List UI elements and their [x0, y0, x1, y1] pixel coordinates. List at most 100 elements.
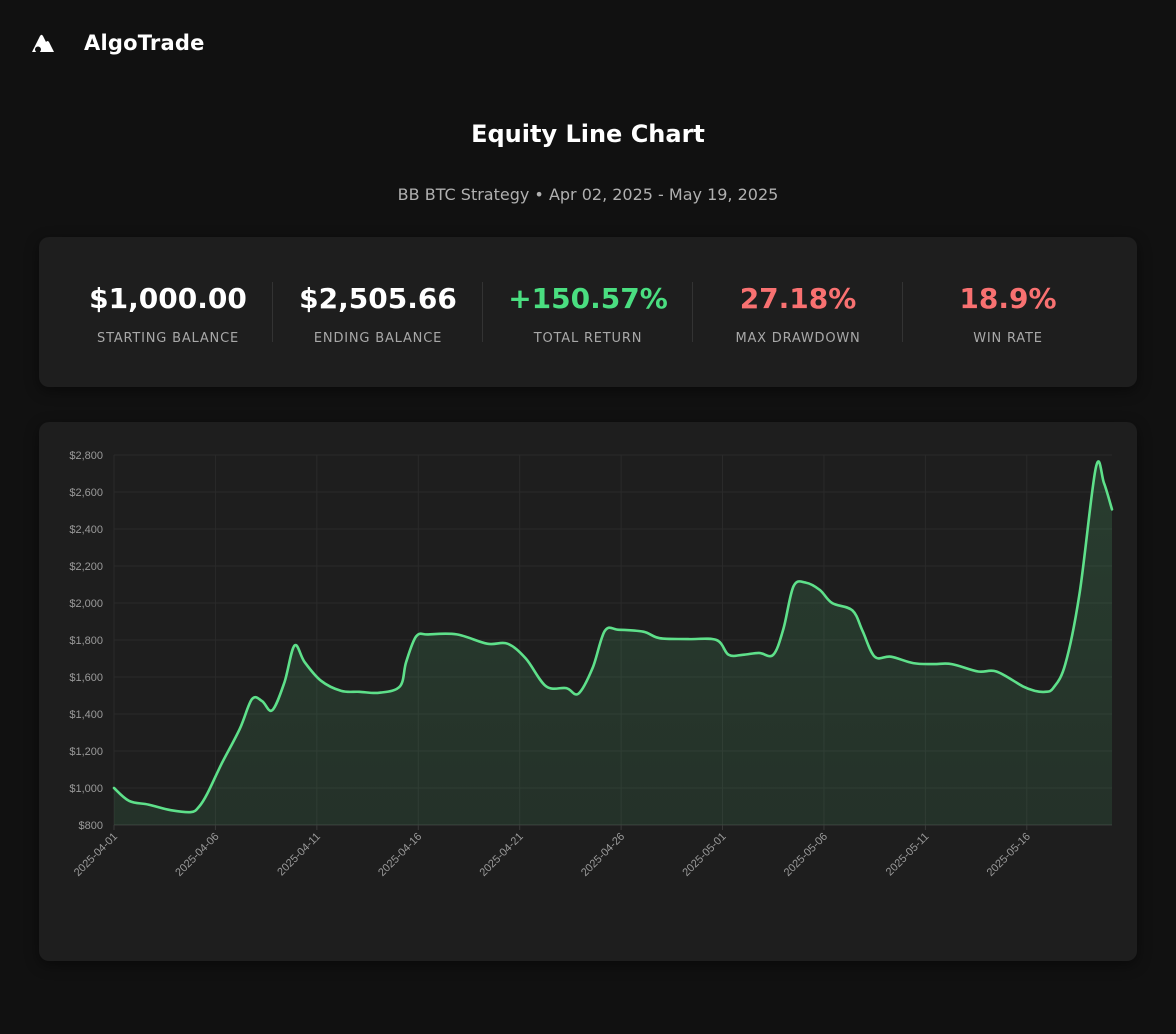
stat-starting-balance: $1,000.00 STARTING BALANCE [63, 281, 273, 346]
data-point[interactable] [302, 659, 308, 665]
data-point[interactable] [1020, 683, 1026, 689]
data-point[interactable] [931, 661, 937, 667]
data-point[interactable] [1077, 591, 1083, 597]
data-point[interactable] [1093, 465, 1099, 471]
data-point[interactable] [168, 807, 174, 813]
data-point[interactable] [292, 643, 298, 649]
stat-value: +150.57% [508, 282, 668, 315]
data-point[interactable] [685, 636, 691, 642]
data-point[interactable] [888, 654, 894, 660]
data-point[interactable] [1109, 506, 1115, 512]
data-point[interactable] [563, 685, 569, 691]
x-tick-label: 2025-04-26 [579, 831, 627, 879]
stat-value: $2,505.66 [299, 282, 457, 315]
data-point[interactable] [1062, 661, 1068, 667]
data-point[interactable] [602, 628, 608, 634]
y-tick-label: $1,000 [69, 783, 103, 795]
data-point[interactable] [397, 683, 403, 689]
data-point[interactable] [523, 656, 529, 662]
data-point[interactable] [780, 626, 786, 632]
data-point[interactable] [111, 785, 117, 791]
y-tick-label: $2,800 [69, 450, 103, 462]
data-point[interactable] [910, 660, 916, 666]
data-point[interactable] [590, 665, 596, 671]
data-point[interactable] [657, 635, 663, 641]
brand[interactable]: AlgoTrade [30, 30, 205, 56]
chart-card: $800 $1,000 $1,200 $1,400 $1,600 $1,800 $2,000… [39, 422, 1137, 961]
data-point[interactable] [259, 698, 265, 704]
data-point[interactable] [817, 587, 823, 593]
data-point[interactable] [377, 690, 383, 696]
data-point[interactable] [849, 607, 855, 613]
data-point[interactable] [1042, 689, 1048, 695]
data-point[interactable] [219, 761, 225, 767]
data-point[interactable] [269, 707, 275, 713]
data-point[interactable] [249, 696, 255, 702]
algotrade-logo-icon [32, 34, 54, 53]
stat-label: TOTAL RETURN [533, 331, 643, 346]
data-point[interactable] [791, 583, 797, 589]
x-tick-label: 2025-04-21 [478, 831, 526, 879]
equity-line[interactable] [112, 460, 1114, 814]
data-point[interactable] [146, 802, 152, 808]
data-point[interactable] [484, 641, 490, 647]
page-title: Equity Line Chart [471, 120, 705, 148]
data-point[interactable] [1032, 688, 1038, 694]
x-tick-label: 2025-05-16 [985, 831, 1033, 879]
data-point[interactable] [188, 809, 194, 815]
data-point[interactable] [756, 650, 762, 656]
stat-divider [482, 282, 483, 342]
data-point[interactable] [860, 628, 866, 634]
equity-area [114, 461, 1112, 825]
data-point[interactable] [872, 654, 878, 660]
data-point[interactable] [829, 600, 835, 606]
series-equity [111, 460, 1115, 825]
x-tick-label: 2025-05-11 [884, 831, 932, 879]
x-tick-label: 2025-05-06 [782, 831, 830, 879]
data-point[interactable] [949, 661, 955, 667]
data-point[interactable] [318, 678, 324, 684]
y-tick-label: $2,600 [69, 487, 103, 499]
data-point[interactable] [281, 680, 287, 686]
stat-value: 27.18% [739, 282, 857, 315]
data-point[interactable] [413, 633, 419, 639]
y-tick-label: $1,800 [69, 635, 103, 647]
data-point[interactable] [543, 683, 549, 689]
data-point[interactable] [237, 726, 243, 732]
data-point[interactable] [1050, 685, 1056, 691]
data-point[interactable] [454, 631, 460, 637]
data-point[interactable] [505, 641, 511, 647]
stat-divider [692, 282, 693, 342]
stat-label: ENDING BALANCE [313, 331, 443, 346]
data-point[interactable] [803, 580, 809, 586]
data-point[interactable] [993, 669, 999, 675]
data-point[interactable] [126, 798, 132, 804]
data-point[interactable] [1101, 480, 1107, 486]
data-point[interactable] [640, 629, 646, 635]
data-point[interactable] [975, 669, 981, 675]
data-point[interactable] [425, 631, 431, 637]
page-subtitle: BB BTC Strategy • Apr 02, 2025 - May 19,… [397, 185, 779, 204]
data-point[interactable] [403, 659, 409, 665]
data-point[interactable] [338, 688, 344, 694]
data-point[interactable] [616, 627, 622, 633]
data-point[interactable] [770, 652, 776, 658]
equity-chart[interactable]: $800 $1,000 $1,200 $1,400 $1,600 $1,800 $2,000… [39, 422, 1137, 961]
data-point[interactable] [204, 791, 210, 797]
stat-divider [272, 282, 273, 342]
stat-divider [902, 282, 903, 342]
data-point[interactable] [356, 689, 362, 695]
x-tick-label: 2025-04-06 [173, 831, 221, 879]
data-point[interactable] [726, 652, 732, 658]
data-point[interactable] [576, 691, 582, 697]
stat-label: STARTING BALANCE [97, 331, 239, 346]
data-point[interactable] [714, 637, 720, 643]
y-tick-label: $2,200 [69, 561, 103, 573]
y-tick-label: $1,600 [69, 672, 103, 684]
data-point[interactable] [196, 804, 202, 810]
stat-value: $1,000.00 [89, 282, 247, 315]
stat-value: 18.9% [959, 282, 1057, 315]
data-point[interactable] [740, 652, 746, 658]
stat-label: WIN RATE [973, 331, 1043, 346]
stats-card: $1,000.00 STARTING BALANCE $2,505.66 END… [39, 237, 1137, 387]
